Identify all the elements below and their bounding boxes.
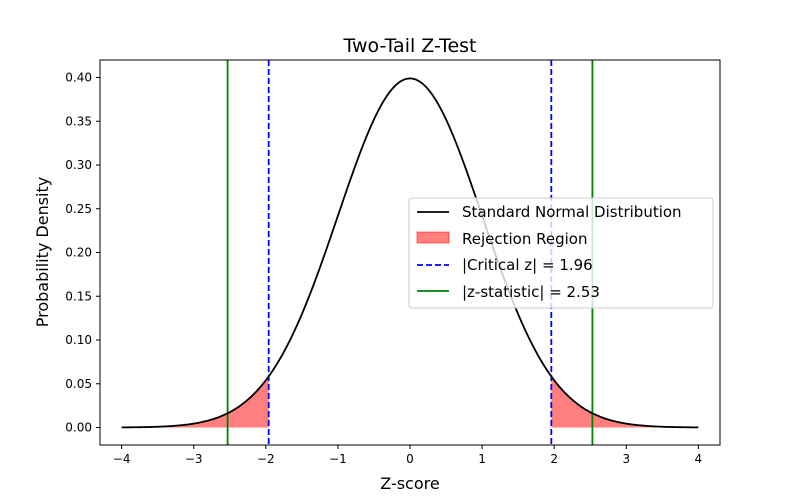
x-tick-label: 2 xyxy=(550,452,558,466)
y-tick-label: 0.20 xyxy=(65,246,92,260)
rejection-region-left xyxy=(121,376,269,428)
y-tick-label: 0.25 xyxy=(65,202,92,216)
legend-curve-label: Standard Normal Distribution xyxy=(462,203,682,221)
legend-rejection-swatch xyxy=(416,231,450,244)
y-tick-label: 0.30 xyxy=(65,158,92,172)
x-tick-label: 3 xyxy=(622,452,630,466)
legend-statistic-label: |z-statistic| = 2.53 xyxy=(462,283,600,301)
x-axis-label: Z-score xyxy=(380,474,439,493)
normal-distribution-curve xyxy=(121,77,699,429)
x-axis-ticks: −4 −3 −2 −1 0 1 2 3 4 xyxy=(113,445,702,466)
legend-box xyxy=(408,197,714,309)
y-tick-label: 0.00 xyxy=(65,421,92,435)
x-tick-label: 1 xyxy=(478,452,486,466)
y-axis-ticks: 0.00 0.05 0.10 0.15 0.20 0.25 0.30 0.35 0.40 xyxy=(65,71,100,435)
x-tick-label: −1 xyxy=(329,452,347,466)
legend-rejection-label: Rejection Region xyxy=(462,230,587,248)
legend: Standard Normal Distribution Rejection R… xyxy=(408,197,714,309)
x-tick-label: −2 xyxy=(257,452,275,466)
chart-title: Two-Tail Z-Test xyxy=(343,35,477,57)
y-tick-label: 0.40 xyxy=(65,71,92,85)
y-tick-label: 0.35 xyxy=(65,114,92,128)
y-tick-label: 0.15 xyxy=(65,289,92,303)
rejection-region-right xyxy=(551,376,699,428)
legend-critical-label: |Critical z| = 1.96 xyxy=(462,256,593,274)
x-tick-label: −3 xyxy=(185,452,203,466)
x-tick-label: 4 xyxy=(695,452,703,466)
y-axis-label: Probability Density xyxy=(33,177,52,328)
y-tick-label: 0.05 xyxy=(65,377,92,391)
x-tick-label: −4 xyxy=(113,452,131,466)
x-tick-label: 0 xyxy=(406,452,414,466)
y-tick-label: 0.10 xyxy=(65,333,92,347)
